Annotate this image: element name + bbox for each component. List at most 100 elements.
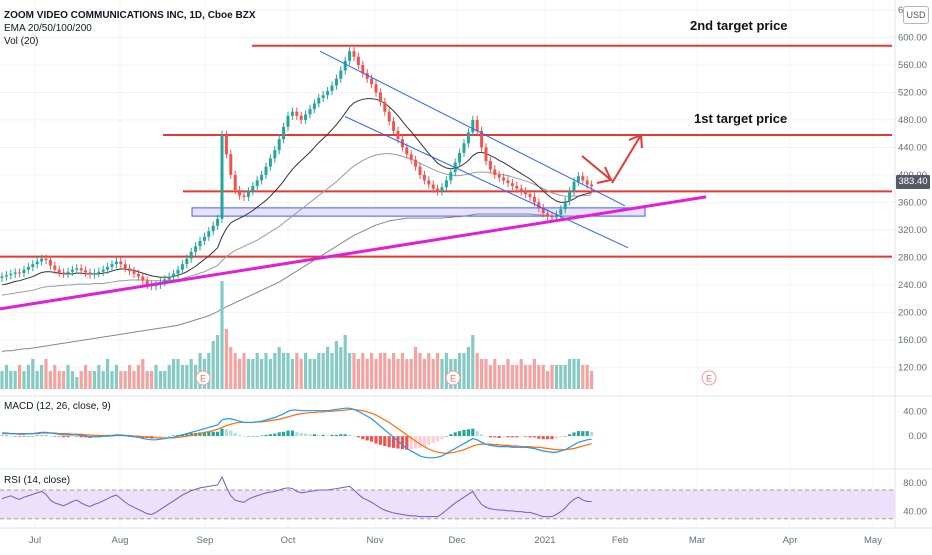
volume-bar	[559, 365, 563, 389]
earnings-marker	[445, 370, 461, 386]
candle-body	[242, 195, 246, 197]
volume-bar	[260, 359, 264, 389]
macd-line	[2, 407, 592, 459]
macd-histogram-bar	[431, 436, 435, 443]
volume-bar	[110, 371, 114, 389]
candle-body	[220, 135, 224, 219]
rsi-tick-label: 40.00	[903, 507, 927, 518]
candle-body	[510, 183, 514, 186]
macd-histogram-bar	[251, 436, 255, 437]
target1-label: 1st target price	[694, 111, 787, 126]
volume-bar	[334, 341, 338, 389]
macd-histogram-bar	[352, 436, 356, 437]
volume-bar	[365, 359, 369, 389]
macd-histogram-bar	[326, 435, 330, 437]
candle-body	[185, 258, 189, 265]
volume-bar	[339, 347, 343, 389]
volume-bar	[176, 359, 180, 389]
candle-body	[361, 64, 365, 74]
macd-layer	[0, 407, 594, 459]
candle-body	[541, 207, 545, 214]
candle-body	[383, 102, 387, 112]
earnings-marker-label: E	[200, 374, 206, 384]
time-tick-label: Jul	[29, 535, 41, 546]
macd-histogram-bar	[123, 436, 127, 437]
legend-rsi[interactable]: RSI (14, close)	[4, 475, 71, 486]
last-price-tag: 383.40	[896, 175, 930, 189]
volume-bar	[35, 371, 39, 389]
macd-histogram-bar	[537, 436, 541, 439]
volume-bar	[524, 365, 528, 389]
volume-bar	[189, 359, 193, 389]
candle-body	[352, 51, 356, 57]
macd-histogram-bar	[31, 436, 35, 437]
macd-histogram-bar	[18, 436, 22, 437]
candle-body	[348, 51, 352, 61]
volume-bar	[40, 365, 44, 389]
macd-histogram-bar	[405, 436, 409, 450]
legend-ema[interactable]: EMA 20/50/100/200	[4, 23, 92, 34]
macd-histogram-bar	[585, 431, 589, 437]
macd-histogram-bar	[414, 436, 418, 449]
macd-histogram-bar	[550, 436, 554, 440]
rising-trendline	[0, 195, 707, 311]
candle-body	[97, 271, 101, 274]
volume-bar	[546, 371, 550, 389]
volume-bar	[198, 353, 202, 389]
volume-bar	[277, 347, 281, 389]
volume-bar	[475, 353, 479, 389]
candle-body	[202, 236, 206, 241]
volume-bar	[497, 365, 501, 389]
macd-histogram-bar	[466, 429, 470, 437]
time-tick-label: Nov	[367, 535, 384, 546]
currency-badge[interactable]: USD	[903, 6, 929, 24]
volume-bar	[106, 359, 110, 389]
candle-body	[343, 60, 347, 71]
candle-body	[255, 180, 259, 186]
candle-body	[458, 152, 462, 163]
macd-histogram-bar	[308, 434, 312, 437]
volume-bar	[101, 371, 105, 389]
volume-bar	[422, 359, 426, 389]
volume-bar	[172, 359, 176, 389]
price-tick-label: 160.00	[898, 335, 927, 346]
macd-histogram-bar	[207, 431, 211, 437]
volume-bar	[444, 353, 448, 389]
volume-bar	[506, 359, 510, 389]
legend-macd[interactable]: MACD (12, 26, close, 9)	[4, 401, 111, 412]
volume-bar	[370, 353, 374, 389]
volume-bar	[57, 371, 61, 389]
rsi-tick-label: 80.00	[903, 478, 927, 489]
candle-body	[273, 150, 277, 159]
target2-label: 2nd target price	[690, 18, 788, 33]
macd-histogram-bar	[541, 436, 545, 440]
volume-bar	[224, 329, 228, 389]
candle-body	[0, 276, 4, 278]
price-tick-label: 440.00	[898, 142, 927, 153]
rsi-band	[0, 490, 895, 519]
candle-body	[57, 269, 61, 273]
candle-body	[132, 271, 136, 274]
candle-body	[251, 185, 255, 192]
legend-volume[interactable]: Vol (20)	[4, 36, 39, 47]
candle-body	[568, 191, 572, 201]
volume-bar	[282, 353, 286, 389]
candle-body	[79, 268, 83, 271]
volume-bar	[326, 347, 330, 389]
candle-body	[62, 272, 66, 274]
volume-bar	[26, 365, 30, 389]
volume-bar	[167, 365, 171, 389]
volume-bar	[136, 365, 140, 389]
candle-body	[136, 273, 140, 277]
volume-bar	[330, 353, 334, 389]
volume-bar	[163, 371, 167, 389]
candle-body	[216, 218, 220, 226]
candle-body	[299, 115, 303, 120]
volume-bar	[356, 359, 360, 389]
volume-bar	[383, 353, 387, 389]
volume-bar	[568, 359, 572, 389]
